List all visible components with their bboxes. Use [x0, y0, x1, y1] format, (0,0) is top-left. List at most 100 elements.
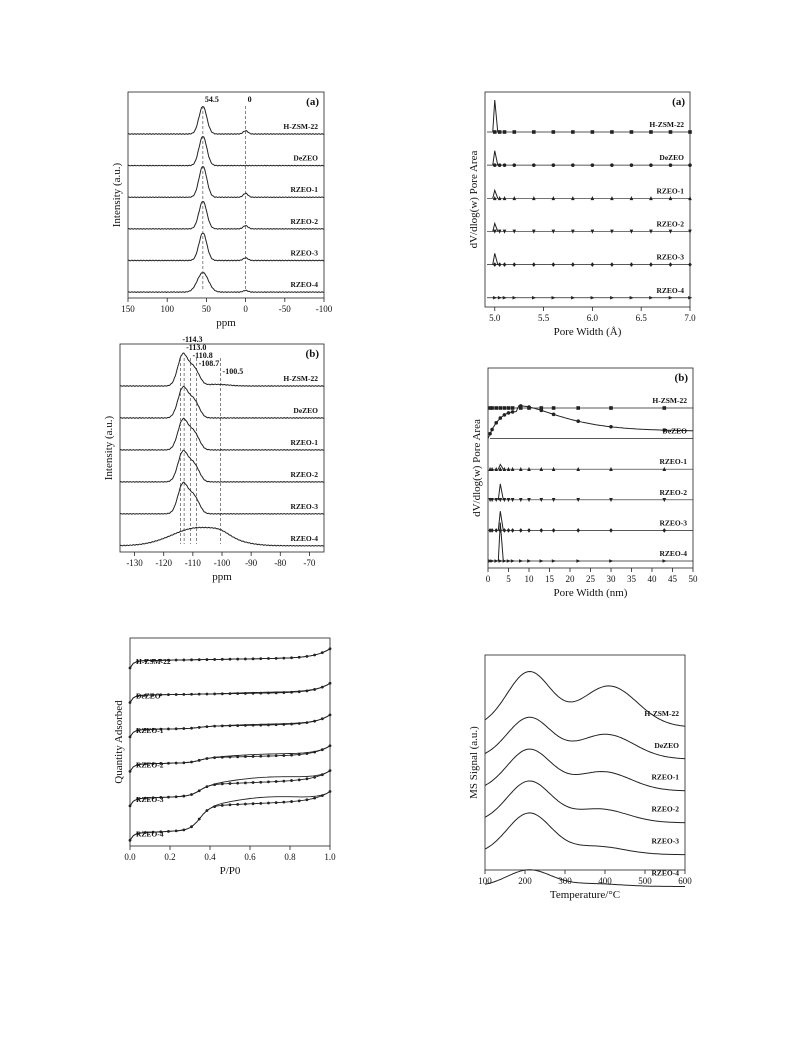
- data-point: [610, 163, 614, 167]
- data-point: [492, 130, 497, 134]
- data-point: [259, 780, 263, 784]
- data-point: [492, 229, 497, 234]
- data-point: [174, 693, 178, 696]
- data-point: [320, 717, 324, 721]
- data-point: [236, 692, 240, 695]
- data-point: [313, 688, 317, 691]
- series-label: RZEO-2: [659, 488, 687, 497]
- x-axis-label: ppm: [212, 571, 232, 583]
- data-point: [213, 805, 217, 809]
- y-axis-label: Quantity Adsorbed: [113, 700, 125, 784]
- data-point: [519, 466, 523, 471]
- x-tick-label: 500: [638, 876, 652, 886]
- data-point: [649, 163, 653, 167]
- data-point: [502, 466, 507, 471]
- data-point: [506, 559, 511, 563]
- desorption-line-rzeo-4: [129, 791, 331, 841]
- series-line-dezeo: [127, 136, 325, 167]
- data-point: [328, 681, 332, 685]
- data-point: [251, 691, 255, 695]
- panel-label: (a): [306, 96, 319, 108]
- data-point: [551, 262, 556, 267]
- data-point: [506, 528, 511, 533]
- data-point: [629, 229, 634, 234]
- panel-nmr-al: 150 100 50 0 -50 -100 ppm Intensity (a.u.) (a) 54…: [111, 91, 333, 329]
- data-point: [182, 727, 186, 730]
- data-point: [551, 498, 556, 503]
- series-line-rzeo-4: [484, 869, 685, 887]
- data-point: [551, 130, 556, 134]
- data-point: [320, 773, 324, 777]
- series-line-dezeo: [119, 385, 325, 419]
- pore-peak-rzeo-2: [492, 221, 499, 232]
- data-point: [136, 832, 140, 835]
- data-point: [290, 779, 293, 782]
- data-point: [662, 528, 667, 533]
- series-line-h-zsm-22: [127, 106, 325, 135]
- series-label: DeZEO: [659, 153, 684, 162]
- series-label: RZEO-3: [290, 248, 318, 257]
- x-tick-label: 10: [525, 574, 535, 584]
- series-label: RZEO-1: [290, 438, 318, 447]
- x-axis-label: Temperature/°C: [550, 889, 620, 901]
- data-point: [297, 753, 301, 756]
- x-tick-label: -120: [155, 558, 172, 568]
- data-point: [159, 727, 163, 731]
- data-point: [236, 755, 240, 759]
- panel-isotherm: 0.0 0.2 0.4 0.6 0.8 1.0 P/P0 Quantity Adsorbed H…: [113, 637, 336, 877]
- series-label: DeZEO: [136, 691, 161, 700]
- data-point: [498, 498, 503, 503]
- data-point: [259, 801, 263, 805]
- pore-peak-rzeo-4: [497, 522, 504, 562]
- data-point: [220, 657, 224, 661]
- series-label: RZEO-2: [656, 219, 684, 228]
- data-point: [197, 817, 201, 821]
- data-point: [512, 196, 517, 201]
- data-point: [151, 796, 155, 800]
- x-axis-label: P/P0: [220, 865, 241, 877]
- x-tick-label: -70: [303, 558, 315, 568]
- data-point: [320, 651, 324, 655]
- series-label: RZEO-2: [290, 217, 318, 226]
- data-point: [151, 659, 155, 662]
- data-point: [328, 744, 332, 748]
- data-point: [259, 657, 263, 661]
- x-tick-label: 0.4: [204, 852, 216, 862]
- data-point: [519, 406, 523, 410]
- data-point: [297, 690, 301, 694]
- data-point: [502, 528, 507, 533]
- data-point: [220, 803, 224, 807]
- data-point: [228, 692, 232, 696]
- data-point: [267, 754, 270, 758]
- data-point: [267, 691, 270, 695]
- data-point: [313, 719, 317, 723]
- series-line-rzeo-2: [484, 780, 686, 824]
- data-point: [274, 656, 278, 660]
- data-point: [502, 295, 507, 300]
- data-point: [662, 406, 667, 410]
- data-point: [267, 780, 270, 784]
- data-point: [551, 559, 556, 563]
- x-tick-label: 400: [598, 876, 612, 886]
- data-point: [609, 528, 613, 533]
- series-label: RZEO-1: [656, 186, 684, 195]
- data-point: [213, 724, 217, 728]
- data-point: [167, 658, 170, 662]
- data-point: [532, 229, 536, 234]
- data-point: [512, 130, 517, 134]
- peak-annotation: -110.8: [193, 351, 213, 360]
- series-label: RZEO-4: [651, 868, 679, 877]
- data-point: [174, 658, 178, 662]
- x-tick-label: 40: [648, 574, 658, 584]
- data-point: [551, 295, 556, 300]
- plot-frame: [484, 654, 686, 871]
- data-point: [251, 802, 255, 806]
- series-line-rzeo-3: [484, 812, 685, 856]
- data-point: [610, 196, 614, 201]
- data-point: [174, 829, 178, 833]
- data-point: [510, 466, 515, 471]
- data-point: [220, 692, 224, 696]
- data-point: [259, 723, 263, 727]
- data-point: [551, 229, 556, 234]
